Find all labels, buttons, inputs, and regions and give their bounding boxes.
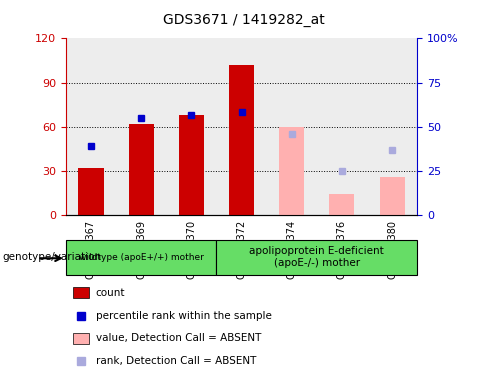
Bar	[367, 38, 417, 215]
Bar	[217, 38, 266, 215]
Bar	[229, 65, 254, 215]
Text: genotype/variation: genotype/variation	[2, 252, 102, 262]
Bar	[279, 127, 305, 215]
Bar	[66, 240, 217, 275]
Bar	[266, 38, 317, 215]
Text: GDS3671 / 1419282_at: GDS3671 / 1419282_at	[163, 13, 325, 27]
Bar	[66, 38, 116, 215]
Text: apolipoprotein E-deficient
(apoE-/-) mother: apolipoprotein E-deficient (apoE-/-) mot…	[249, 247, 384, 268]
Bar	[73, 333, 89, 344]
Text: count: count	[96, 288, 125, 298]
Text: rank, Detection Call = ABSENT: rank, Detection Call = ABSENT	[96, 356, 256, 366]
Bar	[317, 38, 367, 215]
Bar	[217, 240, 417, 275]
Text: value, Detection Call = ABSENT: value, Detection Call = ABSENT	[96, 333, 261, 343]
Bar	[166, 38, 217, 215]
Bar	[116, 38, 166, 215]
Bar	[179, 115, 204, 215]
Text: wildtype (apoE+/+) mother: wildtype (apoE+/+) mother	[79, 253, 203, 262]
Bar	[79, 168, 103, 215]
Bar	[380, 177, 405, 215]
Bar	[73, 287, 89, 298]
Text: percentile rank within the sample: percentile rank within the sample	[96, 311, 272, 321]
Bar	[129, 124, 154, 215]
Bar	[329, 194, 354, 215]
